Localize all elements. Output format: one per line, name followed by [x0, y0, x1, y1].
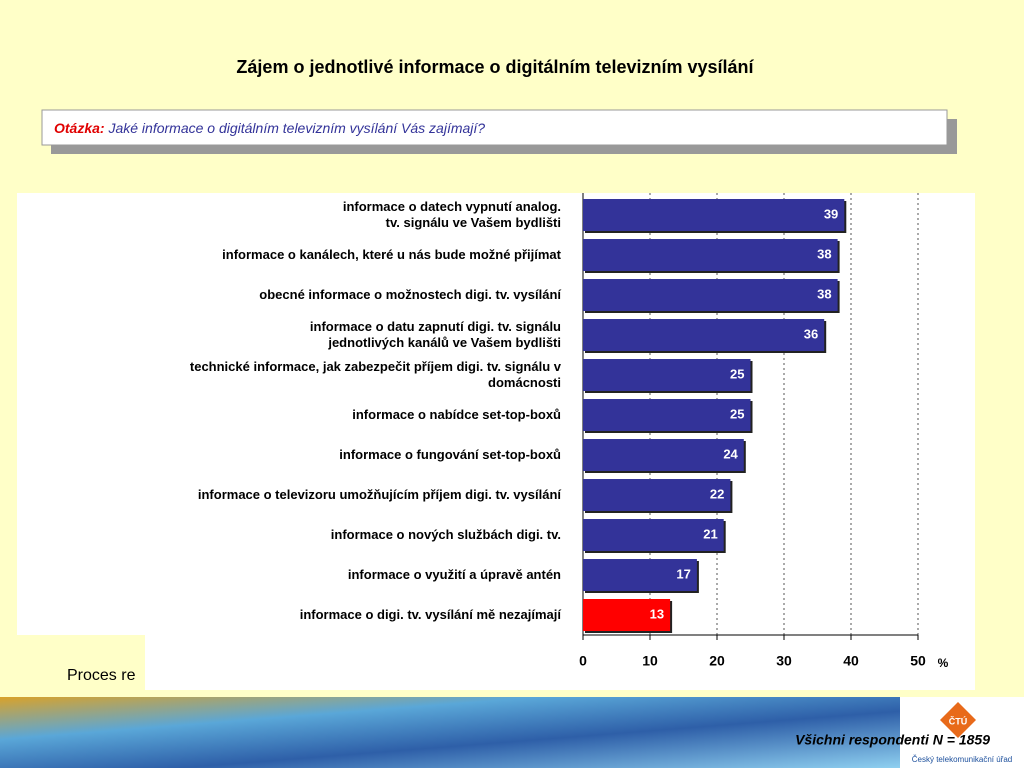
- bar: [583, 599, 671, 631]
- value-label: 21: [703, 526, 717, 541]
- question-box: [41, 109, 948, 146]
- bar: [583, 479, 731, 511]
- chart-area: [145, 600, 975, 690]
- value-label: 22: [710, 486, 724, 501]
- value-label: 24: [723, 446, 738, 461]
- value-label: 17: [676, 566, 690, 581]
- bar: [583, 239, 838, 271]
- category-label: informace o televizoru umožňujícím příje…: [197, 487, 561, 502]
- x-tick-label: 50: [910, 653, 926, 669]
- bar: [583, 399, 751, 431]
- footer-strip: [0, 697, 900, 768]
- value-label: 25: [730, 406, 744, 421]
- bar: [583, 279, 838, 311]
- category-label: obecné informace o možnostech digi. tv. …: [259, 287, 561, 302]
- question-text: Jaké informace o digitálním televizním v…: [107, 120, 485, 136]
- bar: [583, 559, 697, 591]
- question-label: Otázka:: [54, 120, 105, 136]
- question: Otázka: Jaké informace o digitálním tele…: [54, 120, 485, 136]
- bar: [583, 199, 845, 231]
- category-label: informace o nových službách digi. tv.: [330, 527, 561, 542]
- bar: [583, 439, 744, 471]
- logo-text: ČTÚ: [949, 715, 968, 726]
- category-label: informace o datu zapnutí digi. tv. signá…: [309, 319, 561, 350]
- note: Všichni respondenti N = 1859: [795, 732, 990, 748]
- value-label: 39: [824, 206, 838, 221]
- value-label: 38: [817, 286, 831, 301]
- x-tick-label: 40: [843, 653, 859, 669]
- x-tick-label: 20: [709, 653, 725, 669]
- bar: [583, 359, 751, 391]
- chart-title: Zájem o jednotlivé informace o digitální…: [236, 57, 754, 77]
- value-label: 36: [804, 326, 818, 341]
- category-label: informace o kanálech, které u nás bude m…: [222, 247, 561, 262]
- x-unit: %: [938, 656, 949, 670]
- x-tick-label: 30: [776, 653, 792, 669]
- category-label: informace o nabídce set-top-boxů: [352, 407, 561, 422]
- bar: [583, 319, 825, 351]
- hidden-text: Proces re: [67, 667, 136, 684]
- value-label: 38: [817, 246, 831, 261]
- x-tick-label: 0: [579, 653, 587, 669]
- category-label: informace o datech vypnutí analog. tv. s…: [342, 199, 561, 230]
- value-label: 25: [730, 366, 744, 381]
- x-tick-label: 10: [642, 653, 658, 669]
- category-label: informace o využití a úpravě antén: [347, 567, 561, 582]
- logo-mark: [940, 702, 976, 738]
- category-label: technické informace, jak zabezpečit příj…: [189, 359, 561, 390]
- category-label: informace o fungování set-top-boxů: [339, 447, 561, 462]
- bar: [583, 519, 724, 551]
- category-label: informace o digi. tv. vysílání mě nezají…: [299, 607, 561, 622]
- logo-caption: Český telekomunikační úřad: [912, 755, 1013, 764]
- value-label: 13: [650, 606, 664, 621]
